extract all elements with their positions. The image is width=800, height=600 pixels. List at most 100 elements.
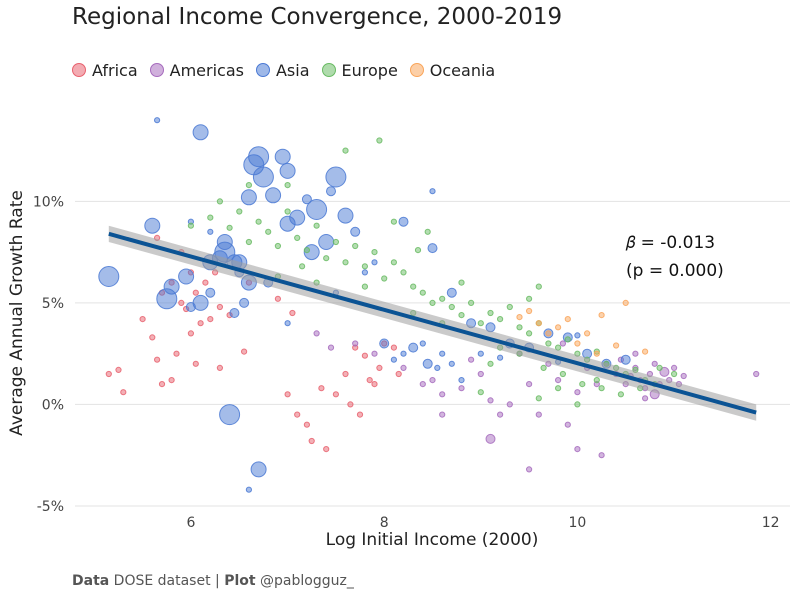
point-europe <box>303 247 310 254</box>
point-oceania <box>564 316 571 323</box>
point-europe <box>410 283 417 290</box>
point-africa <box>332 391 339 398</box>
regression-line <box>108 231 757 415</box>
point-asia <box>318 234 335 250</box>
point-americas <box>352 340 359 347</box>
point-europe <box>555 385 562 392</box>
point-asia <box>163 278 180 295</box>
point-europe <box>535 283 542 290</box>
point-asia <box>279 215 296 232</box>
point-europe <box>265 228 272 235</box>
point-asia <box>216 234 233 250</box>
point-americas <box>680 372 687 380</box>
point-asia <box>192 124 209 141</box>
point-americas <box>439 391 446 398</box>
x-tick-label: 12 <box>762 515 780 531</box>
point-europe <box>439 295 446 302</box>
point-americas <box>632 350 639 357</box>
point-asia <box>154 117 161 124</box>
point-europe <box>187 222 194 229</box>
point-oceania <box>593 350 600 357</box>
point-oceania <box>555 324 562 331</box>
point-europe <box>294 234 301 241</box>
axis-layer: -5% 0% 5% 10% 6 8 10 12 <box>33 194 780 531</box>
point-asia <box>306 199 328 220</box>
point-asia <box>301 194 312 205</box>
point-europe <box>274 242 281 250</box>
point-africa <box>202 279 209 286</box>
y-tick-label: 0% <box>42 397 64 413</box>
point-americas <box>468 356 475 363</box>
points-layer <box>98 117 760 493</box>
point-africa <box>173 350 180 357</box>
point-africa <box>361 352 368 359</box>
point-asia <box>434 364 441 371</box>
point-europe <box>526 330 533 337</box>
point-europe <box>506 303 513 311</box>
legend-item-europe: Europe <box>321 60 398 80</box>
point-europe <box>535 395 542 402</box>
point-europe <box>526 295 533 302</box>
fit-layer <box>108 225 757 421</box>
caption-data-label: Data <box>72 573 110 589</box>
legend-item-americas: Americas <box>149 61 244 80</box>
point-asia <box>98 266 120 287</box>
point-africa <box>197 320 204 327</box>
point-americas <box>497 411 504 418</box>
point-africa <box>168 377 175 384</box>
point-oceania <box>574 340 581 347</box>
caption-data-source: DOSE dataset | <box>109 573 225 589</box>
point-asia <box>458 377 465 384</box>
point-asia <box>265 187 282 204</box>
legend-label: Asia <box>275 60 310 80</box>
point-asia <box>326 186 336 197</box>
point-africa <box>187 330 194 337</box>
point-asia <box>252 166 274 188</box>
point-asia <box>422 358 433 369</box>
y-tick-label: 10% <box>33 194 64 210</box>
point-asia <box>574 332 581 339</box>
point-americas <box>535 411 542 418</box>
y-tick-label: 5% <box>42 296 64 312</box>
point-asia <box>205 287 216 298</box>
point-africa <box>241 348 248 355</box>
point-europe <box>342 259 349 266</box>
point-oceania <box>535 320 542 327</box>
point-europe <box>361 263 368 270</box>
x-tick-label: 8 <box>380 515 389 531</box>
point-africa <box>323 446 330 453</box>
point-africa <box>105 370 112 378</box>
point-asia <box>245 486 252 493</box>
legend-label: Europe <box>341 60 398 80</box>
chart-title: Regional Income Convergence, 2000-2019 <box>72 4 563 30</box>
point-europe <box>207 214 214 221</box>
point-asia <box>400 350 407 357</box>
point-africa <box>376 364 383 371</box>
point-europe <box>593 377 600 384</box>
annotation-beta: 𝛽 = -0.013 <box>625 233 715 253</box>
point-africa <box>115 366 122 373</box>
point-europe <box>579 381 586 388</box>
point-europe <box>376 137 383 144</box>
point-europe <box>487 360 494 367</box>
point-americas <box>458 385 465 392</box>
point-europe <box>342 147 349 154</box>
point-europe <box>516 324 523 331</box>
point-europe <box>371 249 378 256</box>
caption-plot-label: Plot <box>224 573 256 589</box>
point-oceania <box>545 330 552 337</box>
point-europe <box>656 364 663 371</box>
point-asia <box>398 216 409 227</box>
point-africa <box>120 389 127 396</box>
point-americas <box>642 395 649 402</box>
point-asia <box>427 243 438 254</box>
point-africa <box>342 370 349 378</box>
point-europe <box>671 370 678 378</box>
point-americas <box>487 397 494 404</box>
point-asia <box>178 268 195 285</box>
point-oceania <box>598 312 605 319</box>
point-europe <box>545 340 552 347</box>
point-europe <box>468 299 475 306</box>
point-asia <box>379 338 390 349</box>
